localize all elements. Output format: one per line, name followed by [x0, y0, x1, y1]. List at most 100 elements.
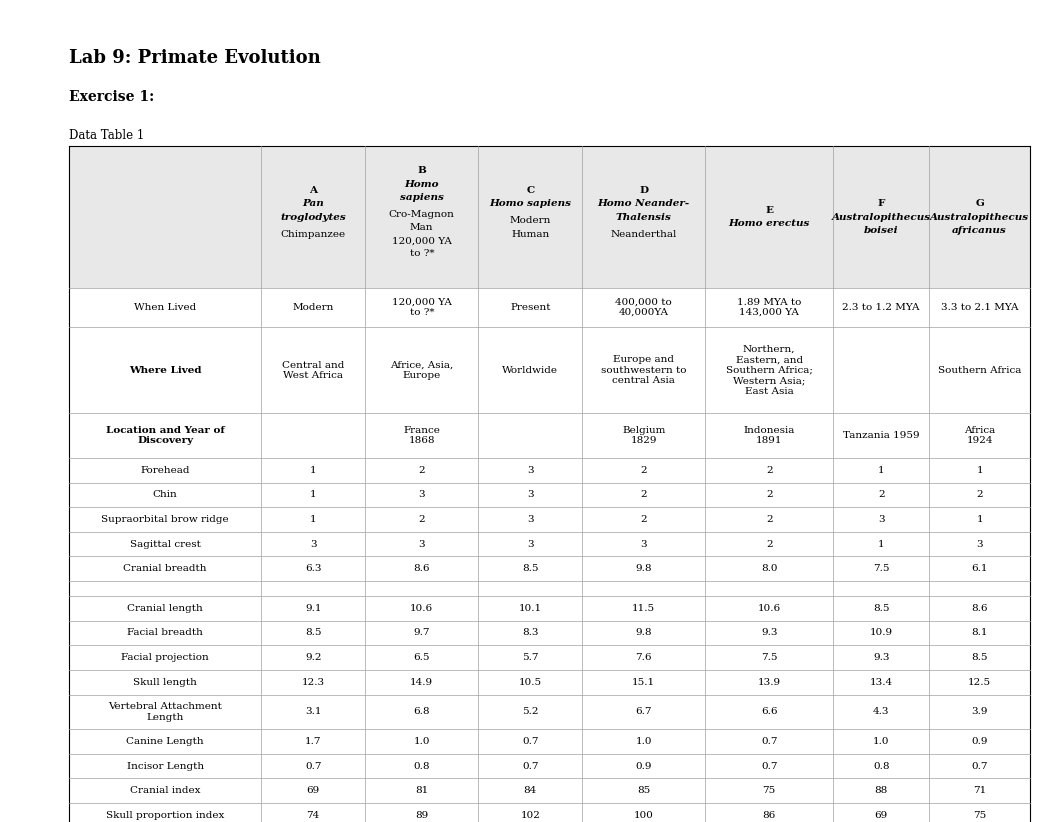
Text: 7.5: 7.5: [873, 565, 889, 573]
Text: Europe and
southwestern to
central Asia: Europe and southwestern to central Asia: [601, 355, 686, 386]
Text: 3: 3: [418, 540, 425, 548]
Text: 3.1: 3.1: [305, 708, 322, 716]
Text: 2: 2: [976, 491, 983, 499]
Text: 8.5: 8.5: [873, 604, 889, 612]
Text: 3: 3: [527, 540, 534, 548]
Text: 3: 3: [527, 466, 534, 474]
Text: 3: 3: [527, 515, 534, 524]
Text: Pan: Pan: [303, 200, 324, 208]
Text: 11.5: 11.5: [632, 604, 655, 612]
Text: 9.3: 9.3: [873, 653, 889, 662]
Text: G: G: [975, 200, 984, 208]
Text: Central and
West Africa: Central and West Africa: [282, 361, 344, 380]
Text: France
1868: France 1868: [404, 426, 440, 446]
Text: 1: 1: [878, 466, 885, 474]
Text: 1.0: 1.0: [873, 737, 889, 746]
Text: sapiens: sapiens: [399, 193, 444, 201]
Text: 2: 2: [878, 491, 885, 499]
Text: Facial breadth: Facial breadth: [127, 629, 203, 637]
Text: Homo erectus: Homo erectus: [729, 219, 810, 228]
Text: 10.6: 10.6: [757, 604, 781, 612]
Text: boisei: boisei: [863, 226, 898, 234]
Text: 8.5: 8.5: [523, 565, 538, 573]
Text: 8.5: 8.5: [305, 629, 322, 637]
Text: 8.6: 8.6: [972, 604, 988, 612]
Text: 8.0: 8.0: [761, 565, 777, 573]
Text: 3: 3: [976, 540, 983, 548]
Text: Belgium
1829: Belgium 1829: [622, 426, 666, 446]
Text: Data Table 1: Data Table 1: [69, 129, 144, 142]
Text: 2: 2: [766, 466, 772, 474]
Text: Cranial breadth: Cranial breadth: [123, 565, 207, 573]
Text: 14.9: 14.9: [410, 678, 433, 686]
Text: 10.1: 10.1: [519, 604, 542, 612]
Text: F: F: [877, 200, 885, 208]
Text: to ?*: to ?*: [410, 249, 434, 258]
Text: Skull length: Skull length: [133, 678, 198, 686]
Text: 71: 71: [973, 787, 987, 795]
Text: 2: 2: [640, 466, 647, 474]
Text: 3: 3: [640, 540, 647, 548]
Text: 1: 1: [310, 491, 316, 499]
Text: Chin: Chin: [153, 491, 177, 499]
Text: 4.3: 4.3: [873, 708, 889, 716]
Text: Human: Human: [511, 229, 549, 238]
Text: 3.9: 3.9: [972, 708, 988, 716]
Text: Worldwide: Worldwide: [502, 366, 559, 375]
Text: Australopithecus: Australopithecus: [930, 213, 1029, 221]
Text: 6.1: 6.1: [972, 565, 988, 573]
Text: Exercise 1:: Exercise 1:: [69, 90, 154, 104]
Text: 0.7: 0.7: [972, 762, 988, 770]
Text: Forehead: Forehead: [140, 466, 190, 474]
Text: 1.89 MYA to
143,000 YA: 1.89 MYA to 143,000 YA: [737, 298, 802, 317]
Text: 120,000 YA: 120,000 YA: [392, 236, 451, 245]
Text: 2: 2: [418, 466, 425, 474]
Text: 8.5: 8.5: [972, 653, 988, 662]
Text: 2: 2: [418, 515, 425, 524]
Text: 102: 102: [520, 811, 541, 820]
Text: 89: 89: [415, 811, 428, 820]
Text: D: D: [639, 187, 648, 195]
Text: Australopithecus: Australopithecus: [832, 213, 930, 221]
Text: 1: 1: [878, 540, 885, 548]
Text: 1.0: 1.0: [413, 737, 430, 746]
Text: 6.6: 6.6: [761, 708, 777, 716]
Text: 9.1: 9.1: [305, 604, 322, 612]
Text: Northern,
Eastern, and
Southern Africa;
Western Asia;
East Asia: Northern, Eastern, and Southern Africa; …: [725, 345, 812, 395]
Text: Homo: Homo: [405, 180, 439, 188]
Text: 2: 2: [766, 540, 772, 548]
Text: 69: 69: [307, 787, 320, 795]
Text: 86: 86: [763, 811, 776, 820]
Text: Africa
1924: Africa 1924: [964, 426, 995, 446]
Text: 3: 3: [310, 540, 316, 548]
Text: Cro-Magnon: Cro-Magnon: [389, 210, 455, 219]
Text: 0.9: 0.9: [972, 737, 988, 746]
Text: Canine Length: Canine Length: [126, 737, 204, 746]
Text: Location and Year of
Discovery: Location and Year of Discovery: [106, 426, 224, 446]
Text: Cranial index: Cranial index: [130, 787, 201, 795]
Text: 15.1: 15.1: [632, 678, 655, 686]
Text: africanus: africanus: [953, 226, 1007, 234]
Text: 3.3 to 2.1 MYA: 3.3 to 2.1 MYA: [941, 303, 1018, 312]
Text: 2.3 to 1.2 MYA: 2.3 to 1.2 MYA: [842, 303, 920, 312]
Text: 1: 1: [976, 515, 983, 524]
Text: Neanderthal: Neanderthal: [611, 229, 676, 238]
Text: 75: 75: [763, 787, 776, 795]
Text: 84: 84: [524, 787, 537, 795]
Text: 2: 2: [766, 491, 772, 499]
Text: 100: 100: [634, 811, 654, 820]
Text: 0.9: 0.9: [635, 762, 652, 770]
Text: Modern: Modern: [510, 216, 551, 225]
Text: Homo Neander-: Homo Neander-: [598, 200, 690, 208]
Text: 88: 88: [874, 787, 888, 795]
Text: Chimpanzee: Chimpanzee: [280, 229, 346, 238]
Text: Sagittal crest: Sagittal crest: [130, 540, 201, 548]
Text: Present: Present: [510, 303, 550, 312]
Text: Incisor Length: Incisor Length: [126, 762, 204, 770]
Text: E: E: [766, 206, 773, 215]
Text: 5.2: 5.2: [523, 708, 538, 716]
Text: 12.3: 12.3: [302, 678, 325, 686]
Text: 3: 3: [878, 515, 885, 524]
Text: Homo sapiens: Homo sapiens: [490, 200, 571, 208]
Text: 0.8: 0.8: [873, 762, 889, 770]
